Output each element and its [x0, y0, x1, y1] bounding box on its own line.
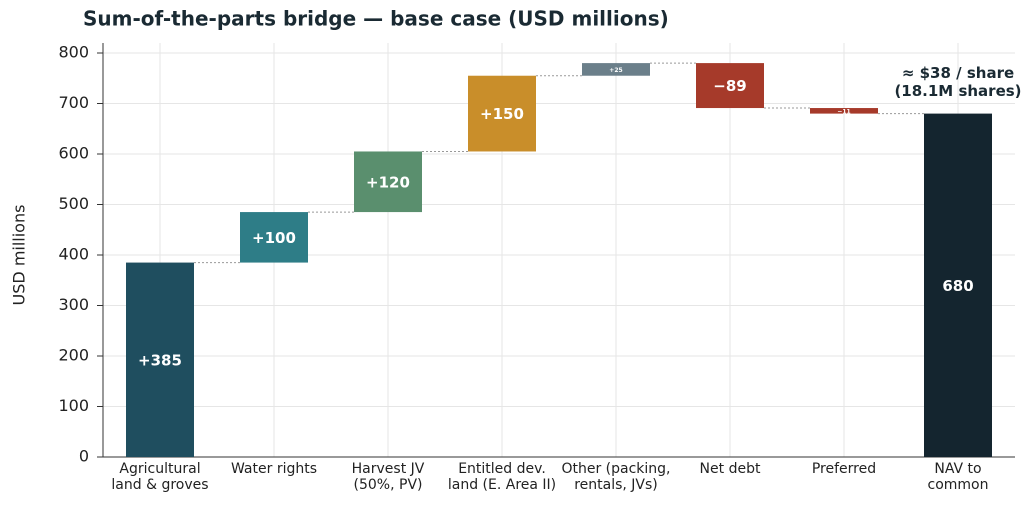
y-tick-label: 700: [58, 93, 89, 112]
y-tick-label: 600: [58, 144, 89, 163]
x-tick-label: Other (packing, rentals, JVs): [561, 461, 670, 493]
value-label: +150: [480, 105, 524, 123]
value-label: +100: [252, 229, 296, 247]
y-tick-label: 0: [79, 447, 89, 466]
bar: [126, 262, 194, 457]
bar: [354, 151, 422, 213]
bar: [468, 75, 536, 152]
value-label: −89: [713, 77, 746, 95]
x-tick-label: Agricultural land & groves: [111, 461, 208, 493]
value-label: 680: [942, 277, 973, 295]
annotation: ≈ $38 / share: [902, 64, 1014, 82]
bar: [240, 212, 308, 263]
y-axis-label: USD millions: [10, 205, 29, 306]
value-label: −11: [837, 108, 850, 115]
chart-title: Sum-of-the-parts bridge — base case (USD…: [83, 7, 669, 31]
bar: [810, 108, 878, 114]
bar: [582, 63, 650, 76]
x-tick-label: Net debt: [700, 461, 761, 477]
y-tick-label: 100: [58, 396, 89, 415]
y-tick-label: 800: [58, 43, 89, 62]
y-tick-label: 300: [58, 295, 89, 314]
y-tick-label: 200: [58, 346, 89, 365]
y-tick-label: 500: [58, 194, 89, 213]
bar: [696, 63, 764, 109]
value-label: +385: [138, 351, 182, 369]
x-tick-label: Harvest JV (50%, PV): [352, 461, 425, 493]
annotation: (18.1M shares): [894, 82, 1021, 100]
x-tick-label: Water rights: [231, 461, 317, 477]
x-tick-label: NAV to common: [928, 461, 989, 493]
y-tick-label: 400: [58, 245, 89, 264]
value-label: +120: [366, 173, 410, 191]
x-tick-label: Entitled dev. land (E. Area II): [448, 461, 556, 493]
value-label: +25: [609, 67, 622, 74]
x-tick-label: Preferred: [812, 461, 876, 477]
bar: [924, 113, 992, 457]
